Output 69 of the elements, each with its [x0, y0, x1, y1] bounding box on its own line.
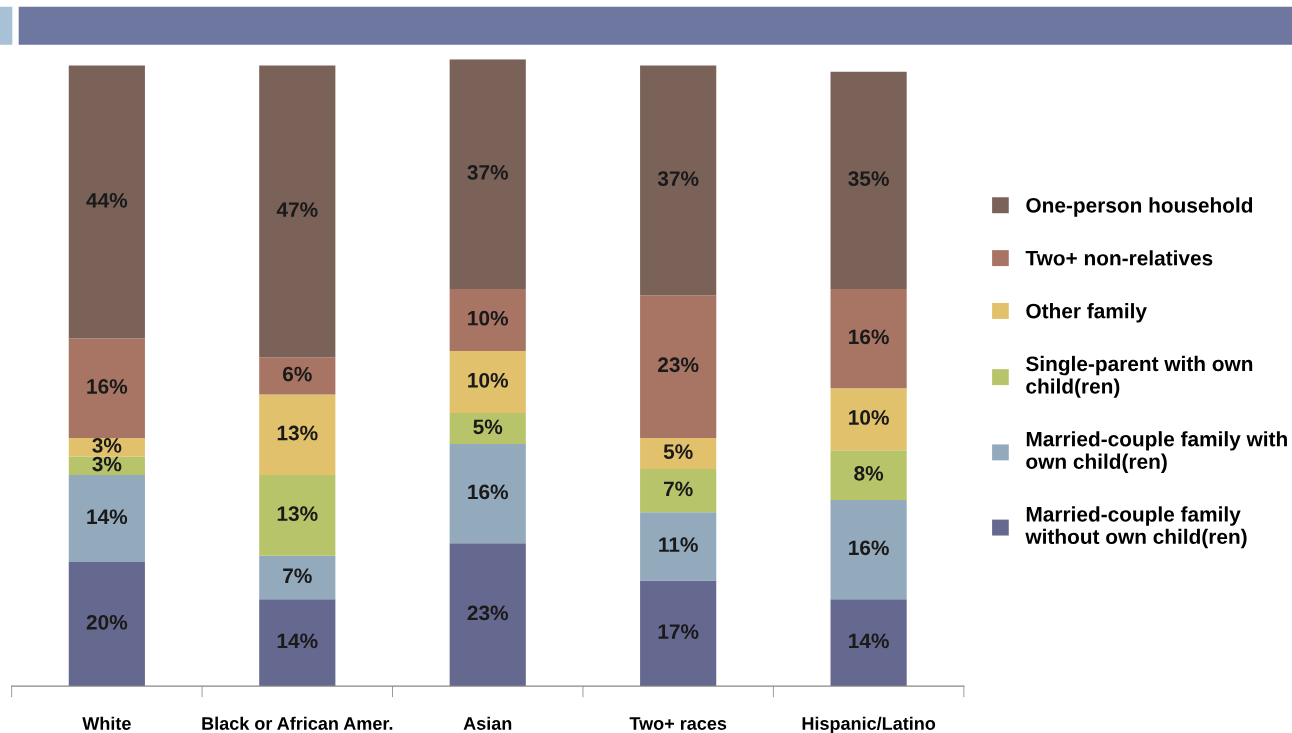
data-label: 3% — [92, 456, 122, 472]
legend-label: Other family — [1026, 303, 1147, 323]
data-label: 23% — [467, 605, 509, 621]
bar — [640, 65, 717, 296]
data-label: 6% — [283, 366, 312, 382]
bar — [449, 543, 526, 687]
bar — [68, 338, 145, 438]
data-label: 17% — [658, 624, 699, 639]
bar — [259, 65, 336, 358]
data-label: 35% — [848, 171, 889, 186]
bar — [449, 413, 526, 445]
bar — [449, 351, 526, 414]
data-label: 13% — [277, 506, 318, 522]
bar — [640, 580, 717, 687]
bar — [640, 468, 717, 513]
data-label: 37% — [467, 165, 509, 180]
data-label: 16% — [87, 379, 128, 394]
bar — [259, 599, 336, 687]
bar — [830, 288, 907, 389]
legend-label: Married-couple family with own child(ren) — [1026, 431, 1287, 473]
data-label: 3% — [92, 438, 122, 453]
data-label: 13% — [277, 425, 318, 441]
x-tick-label: White — [82, 716, 131, 730]
data-label: 10% — [468, 372, 509, 388]
data-label: 14% — [87, 509, 128, 525]
bar — [830, 450, 907, 500]
x-tick-label: Hispanic/Latino — [802, 716, 936, 733]
x-tick-label: Two+ races — [629, 717, 727, 730]
bar — [830, 599, 907, 687]
x-tick-label: Asian — [463, 716, 512, 730]
legend-label: Two+ non-relatives — [1025, 250, 1213, 266]
data-label: 44% — [86, 192, 128, 208]
bar — [830, 388, 907, 451]
data-label: 16% — [849, 329, 889, 345]
bar — [259, 555, 336, 600]
data-label: 10% — [849, 410, 889, 425]
x-tick-label: Black or African Amer. — [202, 716, 393, 730]
data-label: 16% — [468, 484, 509, 500]
bar — [259, 394, 336, 476]
bar — [68, 561, 145, 687]
data-label: 16% — [849, 540, 889, 556]
bar — [449, 288, 526, 352]
legend-label: One-person household — [1026, 197, 1253, 217]
data-label: 10% — [468, 310, 509, 326]
data-label: 14% — [849, 633, 889, 649]
data-label: 47% — [276, 202, 318, 217]
bar — [640, 512, 717, 581]
data-label: 23% — [658, 357, 699, 373]
bar — [449, 59, 526, 289]
bar — [830, 71, 907, 289]
bar — [259, 357, 336, 395]
legend-label: Married-couple family without own child(ren) — [1025, 506, 1247, 549]
data-label: 11% — [659, 537, 698, 553]
data-label: 37% — [657, 171, 699, 186]
bar — [640, 295, 717, 438]
data-label: 8% — [854, 465, 884, 481]
data-label: 14% — [277, 633, 318, 649]
legend-label: Single-parent with own child(ren) — [1026, 355, 1253, 398]
bar — [640, 437, 717, 469]
data-label: 7% — [664, 481, 693, 497]
bar — [68, 65, 145, 339]
bar — [830, 499, 907, 600]
bar — [259, 475, 336, 556]
data-label: 5% — [473, 419, 503, 435]
data-label: 5% — [663, 444, 693, 459]
bar — [68, 475, 145, 562]
data-label: 7% — [283, 568, 312, 584]
data-label: 20% — [86, 614, 128, 630]
bar — [449, 444, 526, 544]
